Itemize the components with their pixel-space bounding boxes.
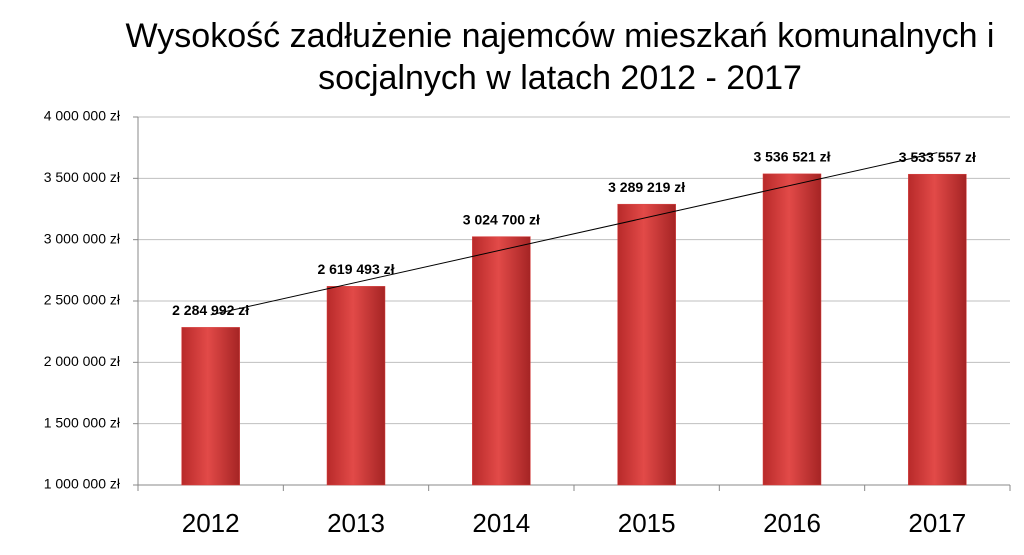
bar (762, 173, 822, 486)
chart-title: Wysokość zadłużenie najemców mieszkań ko… (126, 17, 995, 55)
x-tick-label: 2017 (908, 508, 966, 538)
data-label: 3 024 700 zł (463, 211, 540, 227)
bar (472, 236, 531, 486)
bar (908, 173, 967, 486)
y-tick-label: 1 000 000 zł (44, 476, 121, 492)
x-tick-label: 2013 (327, 508, 385, 538)
bar (181, 327, 240, 486)
data-label: 3 289 219 zł (608, 179, 685, 195)
bar (617, 203, 676, 486)
y-tick-label: 2 000 000 zł (44, 353, 121, 369)
y-tick-label: 4 000 000 zł (44, 108, 121, 124)
data-label: 3 536 521 zł (753, 149, 830, 165)
trend-line (210, 152, 938, 316)
y-tick-label: 3 500 000 zł (44, 169, 121, 185)
x-tick-label: 2016 (763, 508, 821, 538)
x-tick-label: 2012 (182, 508, 240, 538)
chart-title: socjalnych w latach 2012 - 2017 (318, 59, 802, 97)
x-tick-label: 2014 (472, 508, 530, 538)
data-label: 2 619 493 zł (317, 261, 394, 277)
data-label: 3 533 557 zł (899, 149, 976, 165)
y-tick-label: 2 500 000 zł (44, 292, 121, 308)
y-tick-label: 3 000 000 zł (44, 230, 121, 246)
bar (326, 286, 386, 486)
x-tick-label: 2015 (618, 508, 676, 538)
y-tick-label: 1 500 000 zł (44, 414, 121, 430)
data-label: 2 284 992 zł (172, 302, 249, 318)
